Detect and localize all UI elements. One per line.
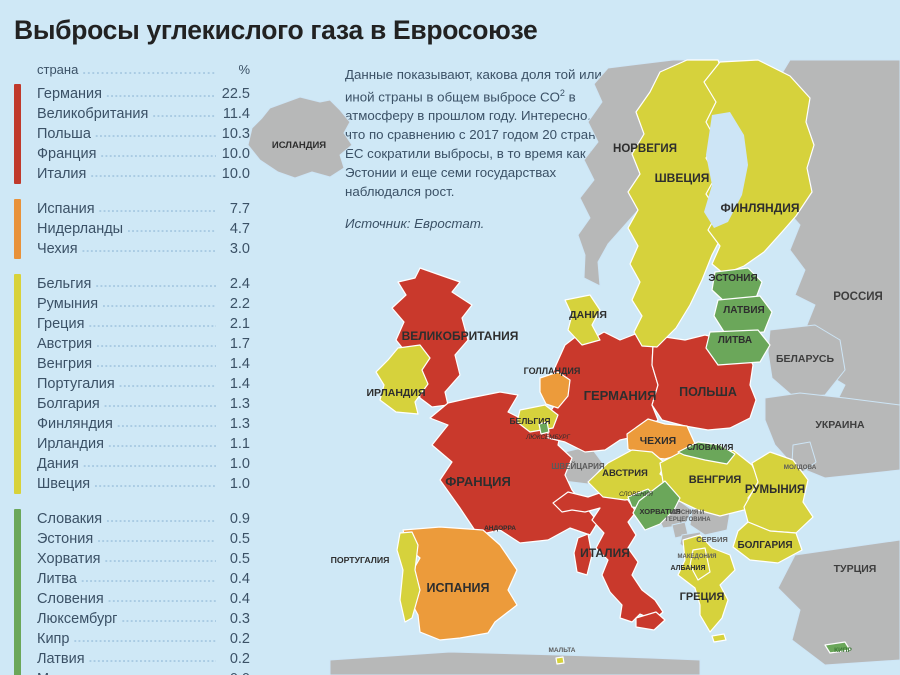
svg-text:ФИНЛЯНДИЯ: ФИНЛЯНДИЯ [720, 201, 799, 215]
svg-text:МОЛДОВА: МОЛДОВА [784, 464, 817, 471]
svg-text:БЕЛАРУСЬ: БЕЛАРУСЬ [776, 353, 834, 365]
svg-text:ЭСТОНИЯ: ЭСТОНИЯ [708, 273, 757, 284]
svg-text:УКРАИНА: УКРАИНА [815, 419, 865, 431]
svg-text:БЕЛЬГИЯ: БЕЛЬГИЯ [510, 416, 551, 426]
svg-text:ВЕЛИКОБРИТАНИЯ: ВЕЛИКОБРИТАНИЯ [402, 329, 519, 343]
svg-text:СЕРБИЯ: СЕРБИЯ [696, 535, 728, 544]
svg-text:ЛИТВА: ЛИТВА [718, 335, 752, 346]
svg-text:МАЛЬТА: МАЛЬТА [548, 647, 575, 654]
svg-text:ИРЛАНДИЯ: ИРЛАНДИЯ [367, 387, 426, 399]
svg-text:ЧЕХИЯ: ЧЕХИЯ [640, 435, 676, 447]
svg-text:СЛОВАКИЯ: СЛОВАКИЯ [687, 442, 734, 452]
svg-text:ДАНИЯ: ДАНИЯ [569, 309, 607, 321]
svg-text:БОЛГАРИЯ: БОЛГАРИЯ [737, 540, 792, 551]
svg-text:МАКЕДОНИЯ: МАКЕДОНИЯ [678, 554, 717, 560]
svg-text:ЛЮКСЕМБУРГ: ЛЮКСЕМБУРГ [525, 434, 570, 441]
svg-text:ТУРЦИЯ: ТУРЦИЯ [834, 563, 877, 575]
svg-text:ШВЕЙЦАРИЯ: ШВЕЙЦАРИЯ [551, 462, 605, 471]
svg-text:НОРВЕГИЯ: НОРВЕГИЯ [613, 143, 677, 155]
svg-text:ПОРТУГАЛИЯ: ПОРТУГАЛИЯ [331, 555, 390, 565]
svg-text:ГРЕЦИЯ: ГРЕЦИЯ [680, 591, 725, 603]
svg-text:ГЕРМАНИЯ: ГЕРМАНИЯ [584, 388, 657, 403]
svg-text:ПОЛЬША: ПОЛЬША [679, 385, 737, 399]
svg-text:ИСЛАНДИЯ: ИСЛАНДИЯ [272, 140, 326, 151]
svg-text:ФРАНЦИЯ: ФРАНЦИЯ [445, 474, 511, 489]
svg-text:ИТАЛИЯ: ИТАЛИЯ [580, 546, 630, 560]
svg-text:СЛОВЕНИЯ: СЛОВЕНИЯ [619, 492, 654, 498]
svg-text:АЛБАНИЯ: АЛБАНИЯ [671, 565, 706, 572]
svg-text:РОССИЯ: РОССИЯ [833, 291, 883, 303]
svg-text:БОСНИЯ И: БОСНИЯ И [672, 510, 704, 516]
svg-text:АНДОРРА: АНДОРРА [484, 525, 516, 532]
svg-text:ИСПАНИЯ: ИСПАНИЯ [426, 581, 489, 595]
svg-text:АВСТРИЯ: АВСТРИЯ [602, 468, 648, 479]
svg-text:ГЕРЦЕГОВИНА: ГЕРЦЕГОВИНА [665, 517, 711, 523]
svg-text:КИПР: КИПР [834, 647, 852, 654]
svg-text:ШВЕЦИЯ: ШВЕЦИЯ [655, 171, 710, 185]
svg-text:ГОЛЛАНДИЯ: ГОЛЛАНДИЯ [524, 366, 581, 376]
svg-text:ЛАТВИЯ: ЛАТВИЯ [723, 305, 764, 316]
svg-text:ВЕНГРИЯ: ВЕНГРИЯ [689, 474, 742, 486]
svg-text:РУМЫНИЯ: РУМЫНИЯ [745, 484, 805, 496]
